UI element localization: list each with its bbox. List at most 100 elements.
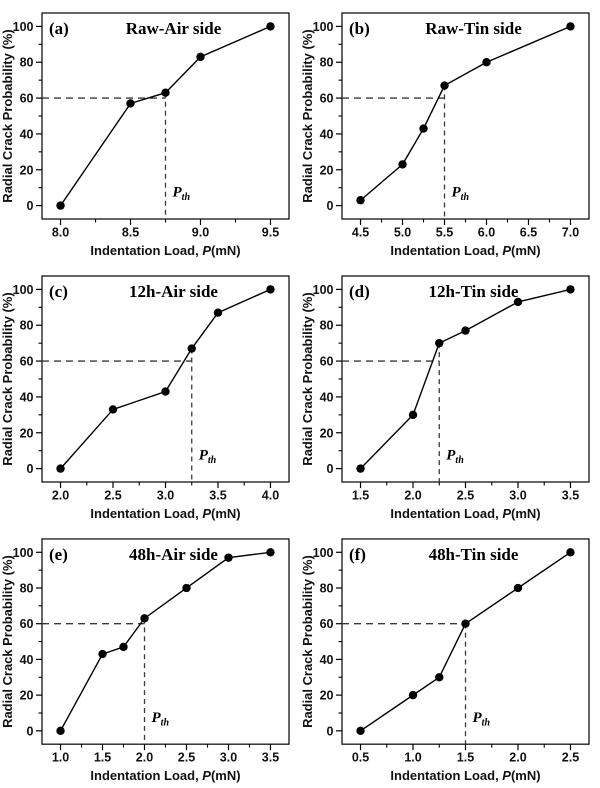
x-tick-label: 2.0 bbox=[52, 489, 69, 503]
data-point bbox=[513, 297, 523, 307]
y-tick-label: 80 bbox=[20, 56, 34, 70]
data-point bbox=[161, 88, 170, 97]
x-tick-label: 2.0 bbox=[404, 489, 421, 503]
data-point bbox=[187, 344, 196, 353]
y-axis-title: Radial Crack Probability (%) bbox=[300, 292, 315, 465]
x-tick-label: 2.0 bbox=[136, 751, 153, 765]
panel-title: Raw-Tin side bbox=[425, 19, 522, 38]
y-tick-label: 100 bbox=[313, 20, 334, 34]
x-tick-label: 4.0 bbox=[262, 489, 279, 503]
y-axis-title: Radial Crack Probability (%) bbox=[300, 555, 315, 728]
data-point bbox=[224, 553, 233, 562]
x-tick-label: 1.5 bbox=[457, 751, 474, 765]
data-point bbox=[435, 338, 444, 348]
y-tick-label: 80 bbox=[320, 56, 334, 70]
x-axis-title: Indentation Load, P(mN) bbox=[90, 243, 240, 258]
data-point bbox=[266, 285, 275, 294]
panel-title: 48h-Tin side bbox=[429, 545, 519, 564]
y-tick-label: 20 bbox=[20, 426, 34, 440]
x-tick-label: 3.0 bbox=[509, 489, 526, 503]
pth-label: Pth bbox=[452, 185, 470, 204]
data-point bbox=[566, 22, 575, 31]
x-tick-label: 6.5 bbox=[520, 226, 537, 240]
y-tick-label: 100 bbox=[313, 283, 334, 297]
data-point bbox=[461, 326, 470, 335]
chart-panel-c: 2.0 2.5 3.0 3.5 4.0 0 20 40 60 80 100 (c) 12h-Air si… bbox=[0, 275, 290, 521]
x-tick-label: 1.5 bbox=[352, 489, 369, 503]
y-tick-label: 40 bbox=[320, 390, 334, 404]
data-line bbox=[360, 288, 571, 470]
panel-title: 12h-Tin side bbox=[429, 282, 519, 301]
x-axis-title: Indentation Load, P(mN) bbox=[390, 243, 540, 258]
y-axis-title: Radial Crack Probability (%) bbox=[0, 292, 15, 465]
x-tick-label: 3.0 bbox=[220, 751, 237, 765]
panel-letter: (c) bbox=[49, 282, 68, 301]
x-axis-title: Indentation Load, P(mN) bbox=[390, 506, 540, 521]
chart-panel-e: 1.0 1.5 2.0 2.5 3.0 3.5 0 20 40 60 80 100 (e) 48h-Air… bbox=[0, 538, 290, 783]
y-tick-label: 80 bbox=[320, 582, 334, 596]
y-tick-label: 0 bbox=[27, 724, 34, 738]
data-line bbox=[59, 551, 271, 732]
data-point bbox=[161, 387, 170, 396]
x-tick-label: 1.0 bbox=[52, 751, 69, 765]
data-point bbox=[356, 726, 365, 736]
data-point bbox=[513, 583, 523, 593]
x-tick-label: 6.0 bbox=[478, 226, 495, 240]
chart-panel-f: 0.5 1.0 1.5 2.0 2.5 0 20 40 60 80 100 (f) 48h-Tin si… bbox=[300, 538, 590, 783]
data-line bbox=[59, 25, 271, 207]
data-point bbox=[435, 673, 444, 682]
y-tick-label: 20 bbox=[320, 163, 334, 177]
data-point bbox=[356, 196, 365, 205]
pth-label: Pth bbox=[152, 710, 170, 728]
y-tick-label: 40 bbox=[20, 390, 34, 404]
x-tick-label: 4.5 bbox=[352, 226, 369, 240]
y-tick-label: 0 bbox=[327, 199, 334, 213]
y-tick-label: 80 bbox=[320, 319, 334, 333]
data-point bbox=[56, 201, 65, 210]
x-tick-label: 2.0 bbox=[509, 751, 526, 765]
x-tick-label: 2.5 bbox=[562, 751, 579, 765]
y-tick-label: 20 bbox=[20, 689, 34, 703]
data-point bbox=[108, 405, 118, 414]
x-tick-label: 3.5 bbox=[262, 751, 279, 765]
data-point bbox=[266, 548, 275, 557]
y-axis-title: Radial Crack Probability (%) bbox=[0, 29, 15, 202]
y-tick-label: 60 bbox=[320, 355, 334, 369]
data-point bbox=[182, 583, 191, 593]
data-point bbox=[408, 410, 418, 420]
chart-panel-b: 4.5 5.0 5.5 6.0 6.5 7.0 0 20 40 60 80 100 (b) Raw-Tin… bbox=[300, 12, 590, 258]
panel-letter: (f) bbox=[349, 545, 366, 564]
y-tick-label: 60 bbox=[20, 355, 34, 369]
plot-box bbox=[41, 12, 290, 220]
data-point bbox=[56, 726, 65, 736]
chart-panel-d: 1.5 2.0 2.5 3.0 3.5 0 20 40 60 80 100 (d) 12h-Tin si… bbox=[300, 275, 590, 521]
y-tick-label: 40 bbox=[20, 127, 34, 141]
data-point bbox=[566, 285, 575, 294]
y-tick-label: 0 bbox=[27, 199, 34, 213]
y-tick-label: 60 bbox=[320, 617, 334, 631]
x-tick-label: 9.0 bbox=[192, 226, 209, 240]
pth-label: Pth bbox=[199, 448, 217, 467]
y-tick-label: 0 bbox=[27, 462, 34, 476]
panel-letter: (d) bbox=[349, 282, 370, 301]
x-axis-title: Indentation Load, P(mN) bbox=[90, 768, 240, 783]
data-line bbox=[360, 551, 571, 732]
pth-label: Pth bbox=[473, 710, 491, 728]
panel-title: Raw-Air side bbox=[126, 19, 222, 38]
y-tick-label: 100 bbox=[13, 546, 34, 560]
data-point bbox=[440, 81, 449, 90]
data-point bbox=[213, 308, 223, 317]
data-point bbox=[566, 548, 575, 557]
y-axis-title: Radial Crack Probability (%) bbox=[0, 555, 15, 728]
y-tick-label: 40 bbox=[320, 127, 334, 141]
data-point bbox=[398, 160, 407, 169]
x-tick-label: 0.5 bbox=[352, 751, 369, 765]
data-line bbox=[360, 25, 571, 201]
plot-box bbox=[41, 538, 290, 745]
chart-panel-a: 8.0 8.5 9.0 9.5 0 20 40 60 80 100 (a) Raw-Air side P… bbox=[0, 12, 290, 258]
y-tick-label: 40 bbox=[20, 653, 34, 667]
y-axis-title: Radial Crack Probability (%) bbox=[300, 29, 315, 202]
data-point bbox=[419, 124, 428, 133]
data-point bbox=[98, 649, 107, 659]
